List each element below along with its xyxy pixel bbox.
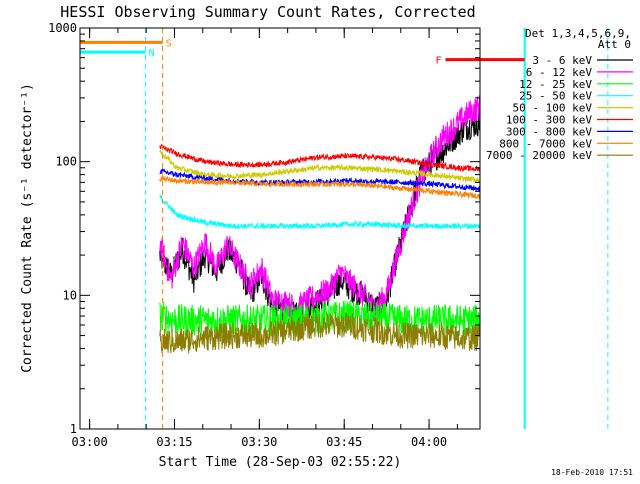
series-layer bbox=[159, 95, 480, 354]
legend-item-label: 300 - 800 keV bbox=[506, 125, 592, 138]
plot-frame bbox=[79, 27, 481, 430]
axes: 1 10 100 1000 03:00 03:15 03:30 03:45 04:00 bbox=[48, 21, 481, 449]
flag-label-N: N bbox=[149, 48, 155, 59]
legend-item-label: 800 - 7000 keV bbox=[499, 137, 592, 150]
legend-item-label: 12 - 25 keV bbox=[519, 78, 592, 91]
series-4-line bbox=[159, 149, 480, 184]
series-8-line bbox=[159, 312, 480, 354]
y-tick-label: 1 bbox=[70, 422, 77, 436]
footer-timestamp: 18-Feb-2010 17:51 bbox=[551, 468, 633, 477]
flag-label-S: S bbox=[166, 38, 172, 49]
series-5-line bbox=[159, 143, 480, 173]
x-axis-label: Start Time (28-Sep-03 02:55:22) bbox=[159, 455, 402, 470]
flag-label-F: F bbox=[435, 56, 441, 67]
legend-header-attenuator: Att 0 bbox=[598, 38, 631, 51]
y-tick-label: 1000 bbox=[48, 21, 77, 35]
legend-header-detectors: Det 1,3,4,5,6,9, bbox=[525, 27, 631, 40]
legend-item-label: 50 - 100 keV bbox=[513, 102, 593, 115]
vertical-markers bbox=[145, 28, 609, 429]
legend-item-label: 7000 - 20000 keV bbox=[486, 149, 592, 162]
x-tick-label: 03:45 bbox=[326, 435, 362, 449]
legend-item-label: 3 - 6 keV bbox=[532, 54, 592, 67]
y-tick-label: 100 bbox=[55, 155, 77, 169]
x-tick-label: 04:00 bbox=[411, 435, 447, 449]
chart-title: HESSI Observing Summary Count Rates, Cor… bbox=[60, 3, 475, 21]
series-2-line bbox=[159, 298, 480, 337]
series-6-line bbox=[159, 167, 480, 192]
legend-item-label: 100 - 300 keV bbox=[506, 114, 592, 127]
legend-item-label: 25 - 50 keV bbox=[519, 90, 592, 103]
series-7-line bbox=[159, 175, 480, 200]
x-tick-label: 03:15 bbox=[156, 435, 192, 449]
series-3-line bbox=[159, 194, 480, 230]
y-tick-label: 10 bbox=[63, 288, 77, 302]
y-axis-label: Corrected Count Rate (s⁻¹ detector⁻¹) bbox=[20, 83, 35, 373]
legend-item-label: 6 - 12 keV bbox=[526, 66, 593, 79]
x-tick-label: 03:30 bbox=[241, 435, 277, 449]
x-tick-label: 03:00 bbox=[72, 435, 108, 449]
annotation-layer: SN F bbox=[80, 38, 525, 67]
series-1-line bbox=[159, 95, 480, 322]
